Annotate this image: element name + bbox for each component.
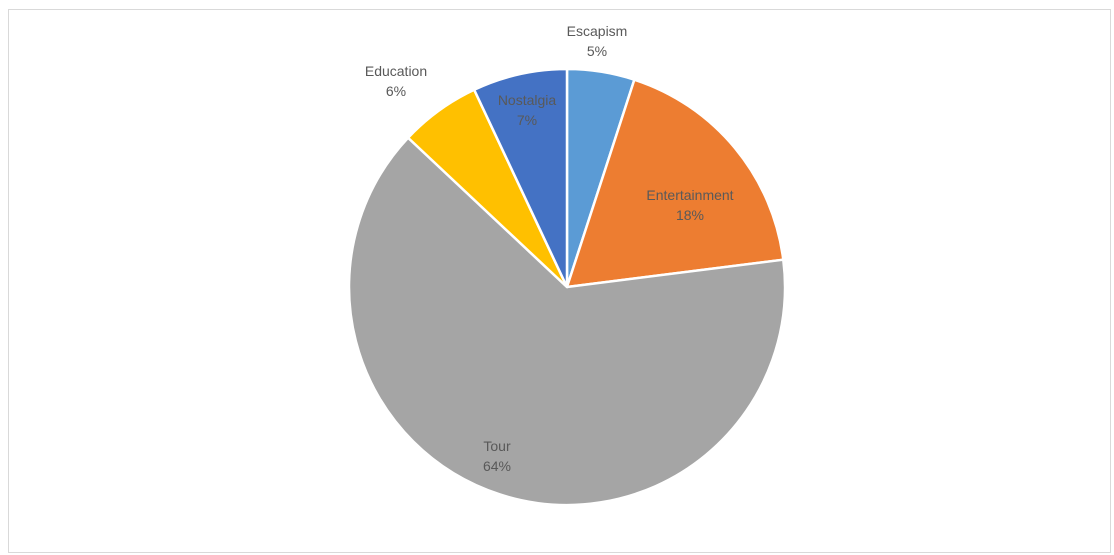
data-label-name-escapism: Escapism xyxy=(567,23,628,39)
data-label-percent-escapism: 5% xyxy=(587,43,607,59)
pie-slices xyxy=(347,67,787,507)
data-label-percent-entertainment: 18% xyxy=(676,207,704,223)
data-label-name-tour: Tour xyxy=(483,438,511,454)
pie-slice-nostalgia xyxy=(472,67,569,289)
data-label-name-education: Education xyxy=(365,63,427,79)
data-label-percent-education: 6% xyxy=(386,83,406,99)
data-label-percent-nostalgia: 7% xyxy=(517,112,537,128)
pie-labels: Escapism 5% Entertainment 18% Tour 64% Educati… xyxy=(365,23,734,474)
data-label-name-nostalgia: Nostalgia xyxy=(498,92,557,108)
pie-slice-entertainment xyxy=(565,78,785,289)
data-label-name-entertainment: Entertainment xyxy=(646,187,733,203)
data-label-percent-tour: 64% xyxy=(483,458,511,474)
pie-slice-tour xyxy=(347,136,787,507)
